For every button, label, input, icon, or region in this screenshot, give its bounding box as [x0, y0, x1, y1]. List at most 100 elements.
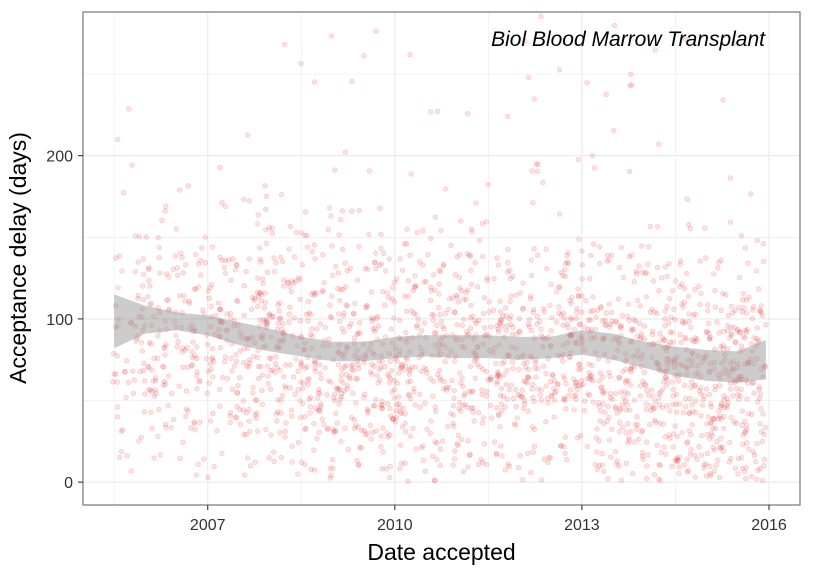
data-point [151, 393, 158, 399]
data-point [273, 411, 279, 417]
data-point [348, 321, 354, 327]
data-point [598, 304, 604, 310]
data-point [335, 270, 342, 276]
data-point [337, 297, 343, 304]
data-point [330, 465, 336, 471]
data-point [682, 403, 689, 410]
data-point [394, 401, 400, 408]
data-point [283, 362, 289, 368]
data-point [508, 321, 514, 328]
data-point [332, 398, 338, 404]
data-point [209, 355, 215, 361]
data-point [612, 405, 619, 411]
data-point [339, 390, 345, 397]
data-point [207, 285, 214, 291]
data-point [501, 358, 507, 365]
data-point [266, 225, 272, 231]
data-point [520, 280, 526, 286]
data-point [531, 426, 538, 432]
data-point [715, 416, 722, 422]
data-point [571, 326, 577, 333]
data-point [298, 363, 304, 369]
data-point [194, 385, 200, 392]
data-point [500, 393, 507, 400]
data-point [708, 404, 714, 410]
data-point [745, 260, 751, 266]
data-point [260, 276, 266, 282]
data-point [565, 249, 571, 256]
data-point [254, 410, 260, 416]
data-point [208, 366, 214, 373]
data-point [407, 396, 414, 402]
data-point [596, 403, 602, 409]
data-point [477, 364, 483, 370]
data-point [497, 374, 503, 380]
data-point [507, 298, 513, 305]
data-point [578, 382, 584, 389]
data-point [202, 260, 209, 266]
data-point [518, 393, 525, 400]
data-point [567, 298, 573, 304]
data-point [178, 250, 184, 256]
data-point [297, 296, 303, 302]
data-point [507, 267, 513, 274]
data-point [135, 292, 141, 299]
data-point [567, 315, 574, 321]
data-point [160, 363, 166, 370]
data-point [451, 395, 457, 401]
data-point [389, 285, 396, 291]
data-point [649, 331, 656, 338]
data-point [116, 253, 123, 259]
data-point [356, 461, 362, 468]
data-point [540, 179, 546, 186]
data-point [562, 273, 569, 279]
data-point [628, 429, 634, 435]
data-point [682, 396, 689, 402]
data-point [588, 252, 594, 259]
data-point [688, 432, 694, 438]
y-tick-label: 100 [46, 312, 73, 329]
data-point [460, 468, 467, 474]
data-point [197, 272, 204, 278]
data-point [461, 393, 467, 399]
data-point [692, 474, 698, 480]
data-point [506, 463, 512, 469]
data-point [314, 326, 320, 332]
data-point [110, 350, 117, 357]
data-point [246, 406, 252, 413]
data-point [135, 259, 141, 265]
data-point [742, 428, 749, 434]
data-point [604, 418, 610, 424]
data-point [376, 323, 382, 329]
data-point [670, 339, 676, 345]
data-point [658, 275, 665, 281]
data-point [243, 410, 250, 416]
data-point [289, 278, 295, 284]
data-point [172, 253, 179, 259]
data-point [733, 420, 739, 426]
data-point [227, 410, 234, 416]
data-point [337, 319, 343, 325]
data-point [495, 262, 502, 268]
data-point [306, 376, 312, 382]
data-point [132, 233, 139, 239]
data-point [543, 265, 550, 272]
data-point [374, 372, 380, 379]
data-point [240, 407, 247, 413]
data-point [669, 463, 675, 469]
data-point [429, 312, 435, 318]
data-point [738, 233, 745, 239]
data-point [399, 424, 406, 430]
data-point [575, 286, 581, 292]
data-point [361, 394, 367, 400]
data-point [497, 319, 504, 325]
confidence-band [114, 294, 766, 383]
data-point [543, 383, 549, 389]
data-point [391, 299, 397, 305]
data-point [694, 456, 700, 462]
data-point [704, 302, 711, 308]
data-point [524, 450, 531, 456]
data-point [625, 313, 631, 320]
data-point [254, 290, 261, 296]
data-point [288, 289, 295, 295]
